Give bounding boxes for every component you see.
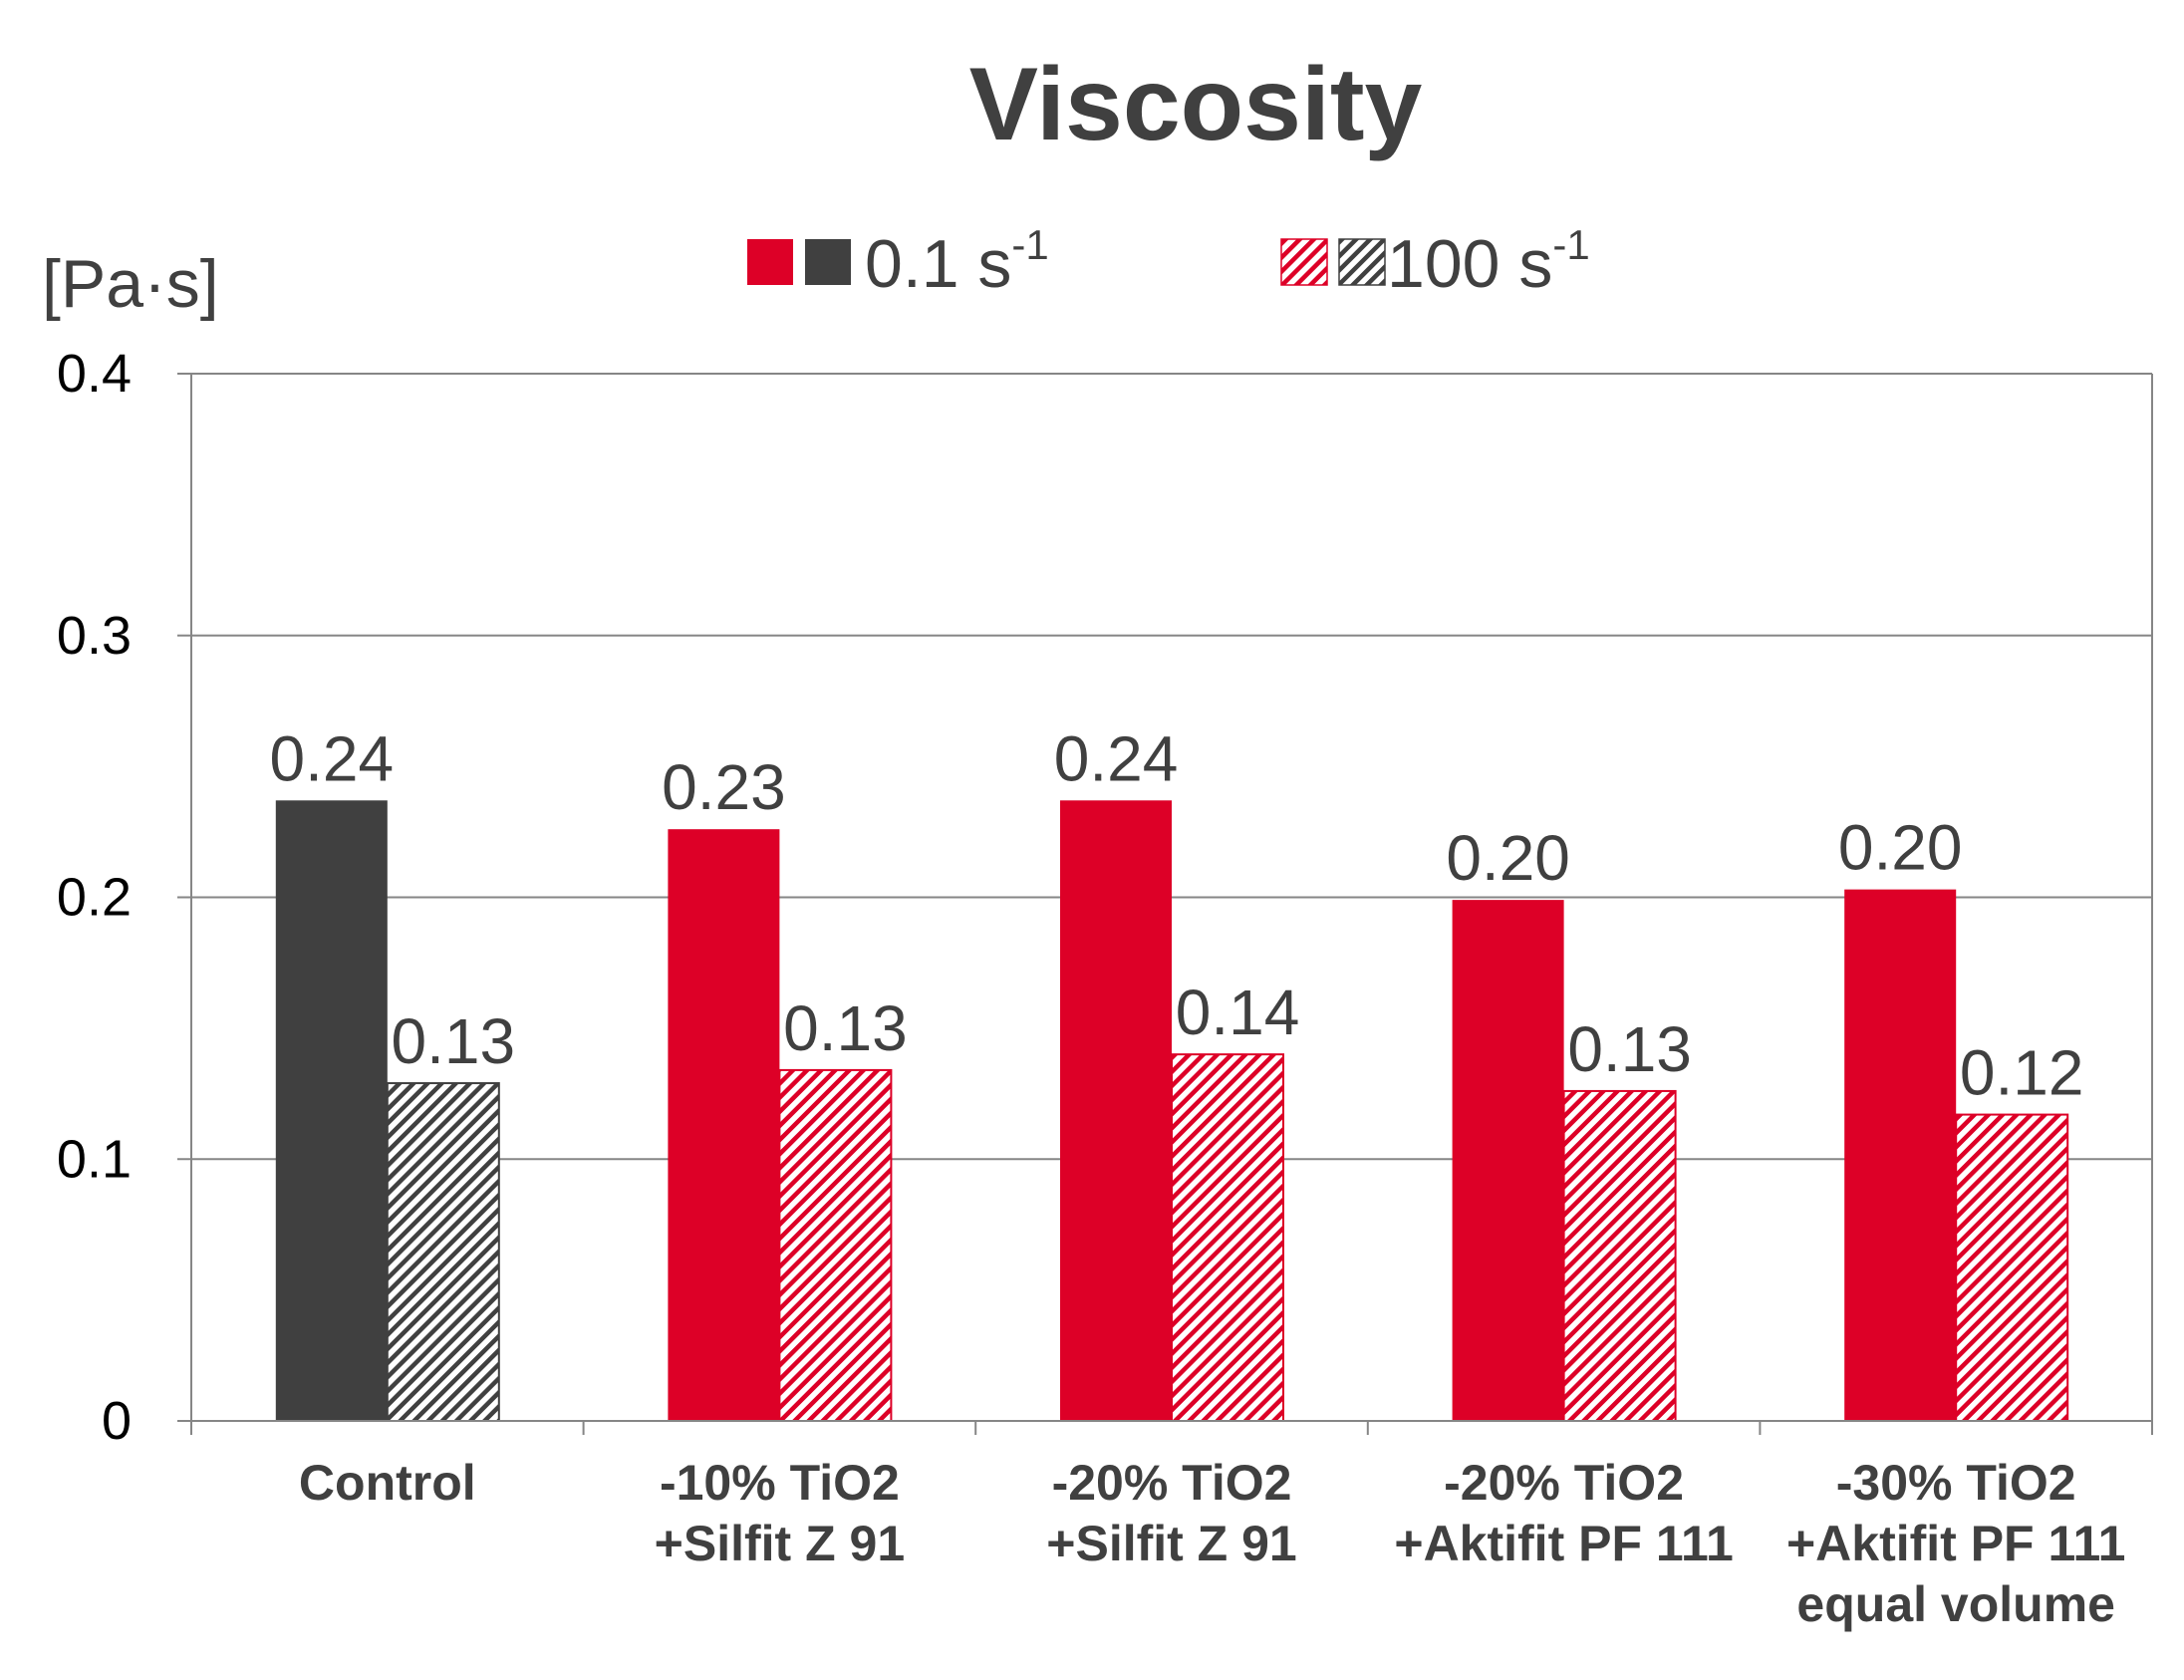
data-label-high-shear: 0.13 xyxy=(1567,1013,1692,1085)
data-label-high-shear: 0.12 xyxy=(1960,1037,2084,1109)
legend-swatch-red-solid xyxy=(747,239,793,285)
y-axis-unit-label: [Pa·s] xyxy=(42,246,219,322)
x-category-label-line: Control xyxy=(299,1455,476,1511)
y-tick-label: 0.3 xyxy=(57,606,132,666)
y-axis-tick-labels: 0 0.1 0.2 0.3 0.4 xyxy=(57,344,132,1451)
x-axis-category-labels: Control -10% TiO2 +Silfit Z 91-20% TiO2 +Si… xyxy=(299,1455,2125,1632)
x-category-label: -10% TiO2 +Silfit Z 91 xyxy=(655,1455,905,1571)
data-label-low-shear: 0.24 xyxy=(270,722,395,794)
legend-label-high-shear: 100 s-1 xyxy=(1387,221,1590,302)
x-category-label-line: +Aktifit PF 111 xyxy=(1394,1516,1733,1571)
legend-label-low-shear: 0.1 s-1 xyxy=(865,221,1049,302)
bar-low-shear xyxy=(668,829,780,1421)
legend-label-high-shear-base: 100 s xyxy=(1387,226,1552,302)
bar-high-shear xyxy=(778,1068,893,1423)
bar-high-shear xyxy=(1171,1053,1284,1423)
x-category-label: Control xyxy=(299,1455,476,1511)
x-category-label-line: +Silfit Z 91 xyxy=(1046,1516,1296,1571)
data-labels: 0.24 0.13 0.23 0.13 0.24 0.14 0.20 0.13 0.20 0.12 xyxy=(270,722,2084,1108)
legend-swatch-red-hatched xyxy=(1280,238,1328,286)
x-category-label: -20% TiO2 +Aktifit PF 111 xyxy=(1394,1455,1733,1571)
y-tick-label: 0.4 xyxy=(57,344,132,404)
x-category-label: -30% TiO2 +Aktifit PF 111 equal volume xyxy=(1786,1455,2125,1632)
data-label-low-shear: 0.23 xyxy=(662,751,786,823)
legend-swatch-dark-hatched xyxy=(1338,238,1386,286)
x-category-label: -20% TiO2 +Silfit Z 91 xyxy=(1046,1455,1296,1571)
legend-label-low-shear-exp: -1 xyxy=(1011,221,1048,268)
bar-low-shear xyxy=(1452,900,1564,1421)
y-tick-label: 0.2 xyxy=(57,868,132,928)
x-category-label-line: -20% TiO2 xyxy=(1444,1455,1684,1511)
bar-low-shear xyxy=(275,800,388,1421)
x-category-label-line: -20% TiO2 xyxy=(1052,1455,1292,1511)
x-category-label-line: -30% TiO2 xyxy=(1836,1455,2076,1511)
legend-swatch-dark-solid xyxy=(805,239,851,285)
data-label-low-shear: 0.20 xyxy=(1446,822,1570,894)
bar-low-shear xyxy=(1844,889,1957,1421)
data-label-high-shear: 0.14 xyxy=(1176,977,1300,1048)
y-tick-label: 0.1 xyxy=(57,1129,132,1189)
x-category-label-line: -10% TiO2 xyxy=(660,1455,900,1511)
bars xyxy=(275,800,2069,1423)
x-category-label-line: +Silfit Z 91 xyxy=(655,1516,905,1571)
x-category-label-line: +Aktifit PF 111 xyxy=(1786,1516,2125,1571)
data-label-low-shear: 0.20 xyxy=(1838,812,1963,884)
bar-high-shear xyxy=(386,1082,500,1422)
data-label-high-shear: 0.13 xyxy=(783,992,908,1064)
bar-high-shear xyxy=(1955,1113,2069,1423)
data-label-low-shear: 0.24 xyxy=(1054,722,1179,794)
bar-low-shear xyxy=(1060,800,1172,1421)
y-tick-label: 0 xyxy=(102,1391,132,1451)
bar-high-shear xyxy=(1562,1089,1677,1423)
data-label-high-shear: 0.13 xyxy=(392,1005,516,1077)
legend-label-high-shear-exp: -1 xyxy=(1552,221,1589,268)
legend-label-low-shear-base: 0.1 s xyxy=(865,226,1011,302)
chart-title: Viscosity xyxy=(969,47,1423,162)
chart-legend: 0.1 s-1 100 s-1 xyxy=(747,221,1590,302)
x-category-label-line: equal volume xyxy=(1796,1576,2115,1632)
axes xyxy=(190,374,2153,1435)
